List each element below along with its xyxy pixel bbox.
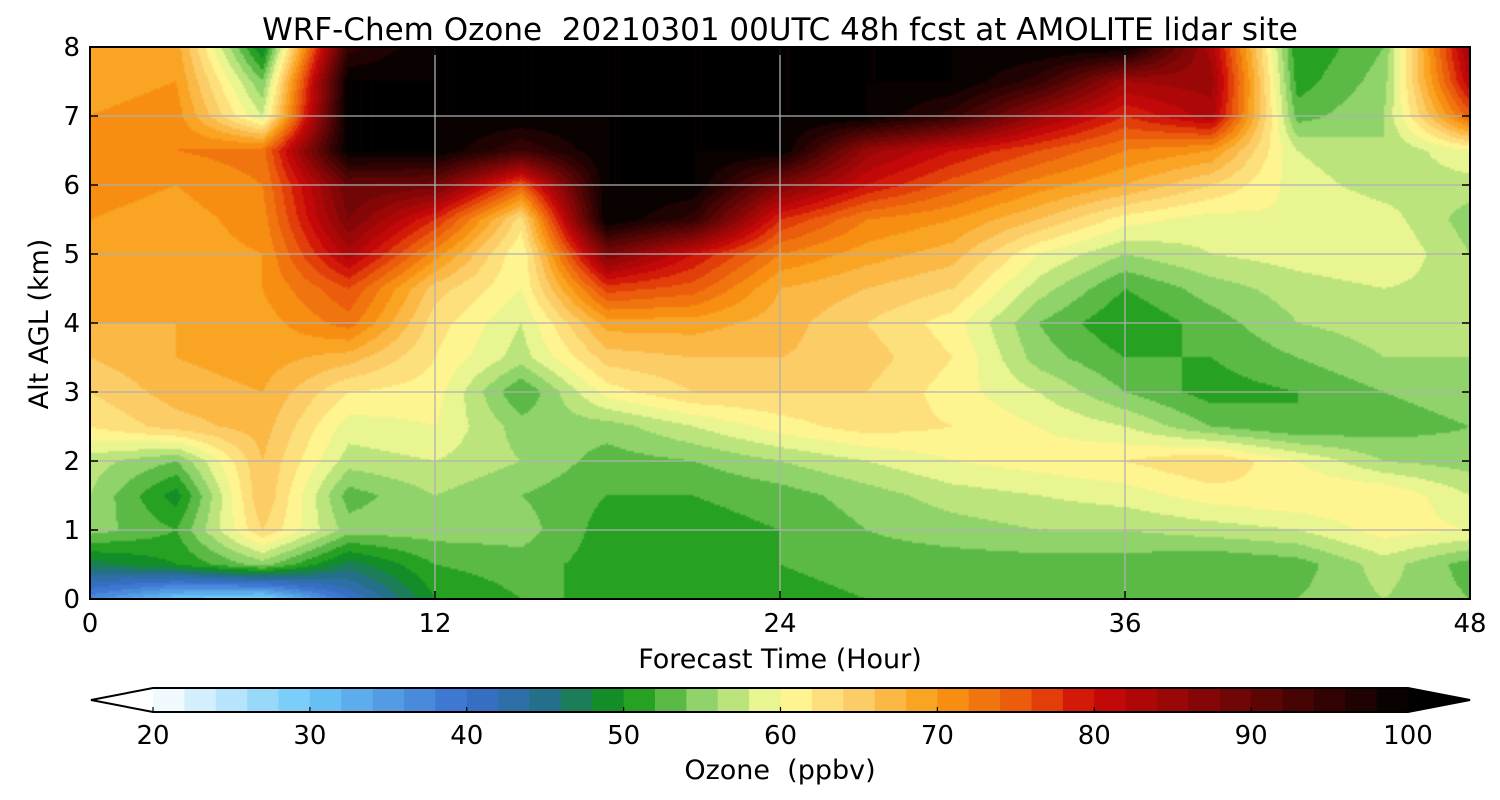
colorbar-level [906, 688, 938, 712]
colorbar-level [247, 688, 280, 712]
colorbar-level [623, 688, 656, 712]
x-tick-label: 48 [1453, 609, 1486, 639]
colorbar-level [717, 688, 750, 712]
colorbar-level [1062, 688, 1095, 712]
y-tick-label: 7 [63, 102, 80, 132]
colorbar-level [1188, 688, 1221, 712]
y-tick-label: 1 [63, 516, 80, 546]
colorbar-level [843, 688, 876, 712]
colorbar-tick-label: 70 [921, 721, 954, 751]
colorbar-tick-label: 30 [293, 721, 326, 751]
colorbar-level [1219, 688, 1252, 712]
colorbar-level [560, 688, 593, 712]
colorbar-level [278, 688, 311, 712]
x-tick-label: 24 [763, 609, 796, 639]
y-tick-label: 8 [63, 33, 80, 63]
colorbar-level [466, 688, 499, 712]
y-tick-label: 2 [63, 447, 80, 477]
colorbar-level [1282, 688, 1315, 712]
colorbar-tick-label: 80 [1078, 721, 1111, 751]
colorbar-level [655, 688, 687, 712]
colorbar-tick-label: 20 [136, 721, 169, 751]
colorbar-label: Ozone (ppbv) [684, 755, 875, 786]
colorbar-level [1376, 688, 1409, 712]
x-tick-label: 0 [82, 609, 99, 639]
colorbar-level [937, 688, 970, 712]
y-tick-label: 6 [63, 171, 80, 201]
colorbar-tick-label: 50 [607, 721, 640, 751]
colorbar-level [968, 688, 1001, 712]
colorbar-tick-label: 100 [1383, 721, 1433, 751]
colorbar-level [1125, 688, 1158, 712]
colorbar-level [1313, 688, 1346, 712]
colorbar-tick-label: 90 [1235, 721, 1268, 751]
colorbar-level [184, 688, 217, 712]
colorbar-level [1094, 688, 1127, 712]
colorbar-level [749, 688, 782, 712]
x-tick-label: 36 [1108, 609, 1141, 639]
y-tick-label: 0 [63, 585, 80, 615]
y-axis-label: Alt AGL (km) [24, 239, 55, 410]
y-tick-label: 5 [63, 240, 80, 270]
y-tick-label: 4 [63, 309, 80, 339]
colorbar-level [592, 688, 625, 712]
colorbar-level [372, 688, 405, 712]
colorbar-min-arrow [91, 688, 153, 712]
colorbar: 20 30 40 50 60 70 80 90 100 [90, 687, 1471, 751]
colorbar-level [529, 688, 562, 712]
colorbar-level [435, 688, 468, 712]
grid-lines [90, 47, 1470, 599]
colorbar-level [874, 688, 907, 712]
colorbar-level [1157, 688, 1189, 712]
colorbar-tick-label: 40 [450, 721, 483, 751]
y-tick-label: 3 [63, 378, 80, 408]
colorbar-level [780, 688, 813, 712]
colorbar-level [404, 688, 436, 712]
colorbar-max-arrow [1408, 688, 1470, 712]
colorbar-level [1251, 688, 1284, 712]
y-axis: 0 1 2 3 4 5 6 7 8 [63, 33, 1470, 615]
colorbar-level [686, 688, 719, 712]
x-axis: 0 12 24 36 48 [82, 47, 1487, 639]
chart-title: WRF-Chem Ozone 20210301 00UTC 48h fcst a… [262, 12, 1298, 48]
colorbar-level [341, 688, 374, 712]
colorbar-level [1345, 688, 1378, 712]
x-axis-label: Forecast Time (Hour) [638, 644, 922, 675]
colorbar-level [498, 688, 531, 712]
colorbar-level [153, 688, 185, 712]
colorbar-level [1000, 688, 1033, 712]
colorbar-tick-label: 60 [764, 721, 797, 751]
colorbar-level [215, 688, 248, 712]
x-tick-label: 12 [418, 609, 451, 639]
colorbar-level [1031, 688, 1064, 712]
colorbar-level [309, 688, 342, 712]
colorbar-level [811, 688, 844, 712]
